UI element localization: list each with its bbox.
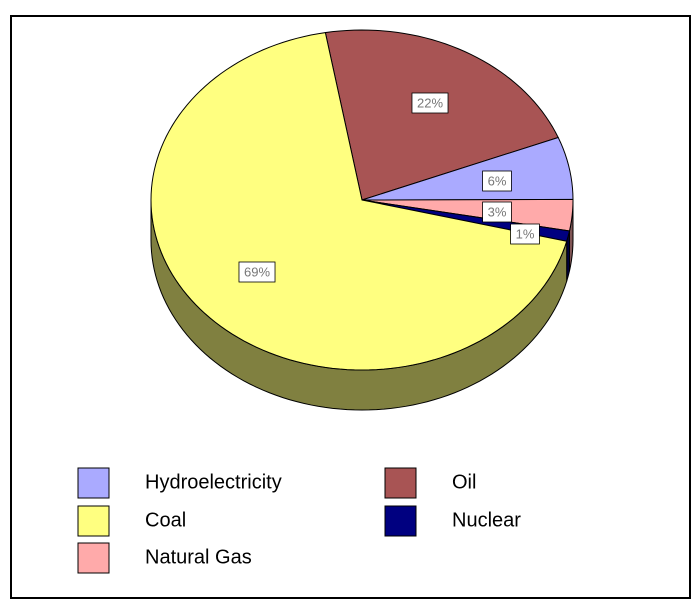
value-label-box bbox=[238, 261, 276, 283]
value-label-box bbox=[482, 201, 512, 223]
legend-label: Hydroelectricity bbox=[145, 471, 282, 493]
value-label: 6% bbox=[488, 173, 507, 188]
legend-swatch bbox=[77, 505, 110, 537]
legend-label: Nuclear bbox=[452, 509, 521, 531]
value-label-box bbox=[411, 92, 449, 114]
pie-slice bbox=[361, 136, 574, 201]
pie-slice bbox=[150, 32, 568, 371]
legend-label: Natural Gas bbox=[145, 546, 252, 568]
pie-slice bbox=[361, 198, 574, 232]
legend-swatch bbox=[384, 467, 417, 499]
value-label: 1% bbox=[516, 226, 535, 241]
pie-slice bbox=[324, 29, 559, 201]
value-label-box bbox=[510, 223, 540, 245]
legend-swatch bbox=[77, 467, 110, 499]
value-label: 22% bbox=[417, 95, 443, 110]
value-label-box bbox=[482, 170, 512, 192]
value-label: 3% bbox=[488, 204, 507, 219]
legend-label: Oil bbox=[452, 471, 476, 493]
value-label: 69% bbox=[244, 264, 270, 279]
legend-swatch bbox=[77, 542, 110, 574]
legend-label: Coal bbox=[145, 509, 186, 531]
legend-swatch bbox=[384, 505, 417, 537]
